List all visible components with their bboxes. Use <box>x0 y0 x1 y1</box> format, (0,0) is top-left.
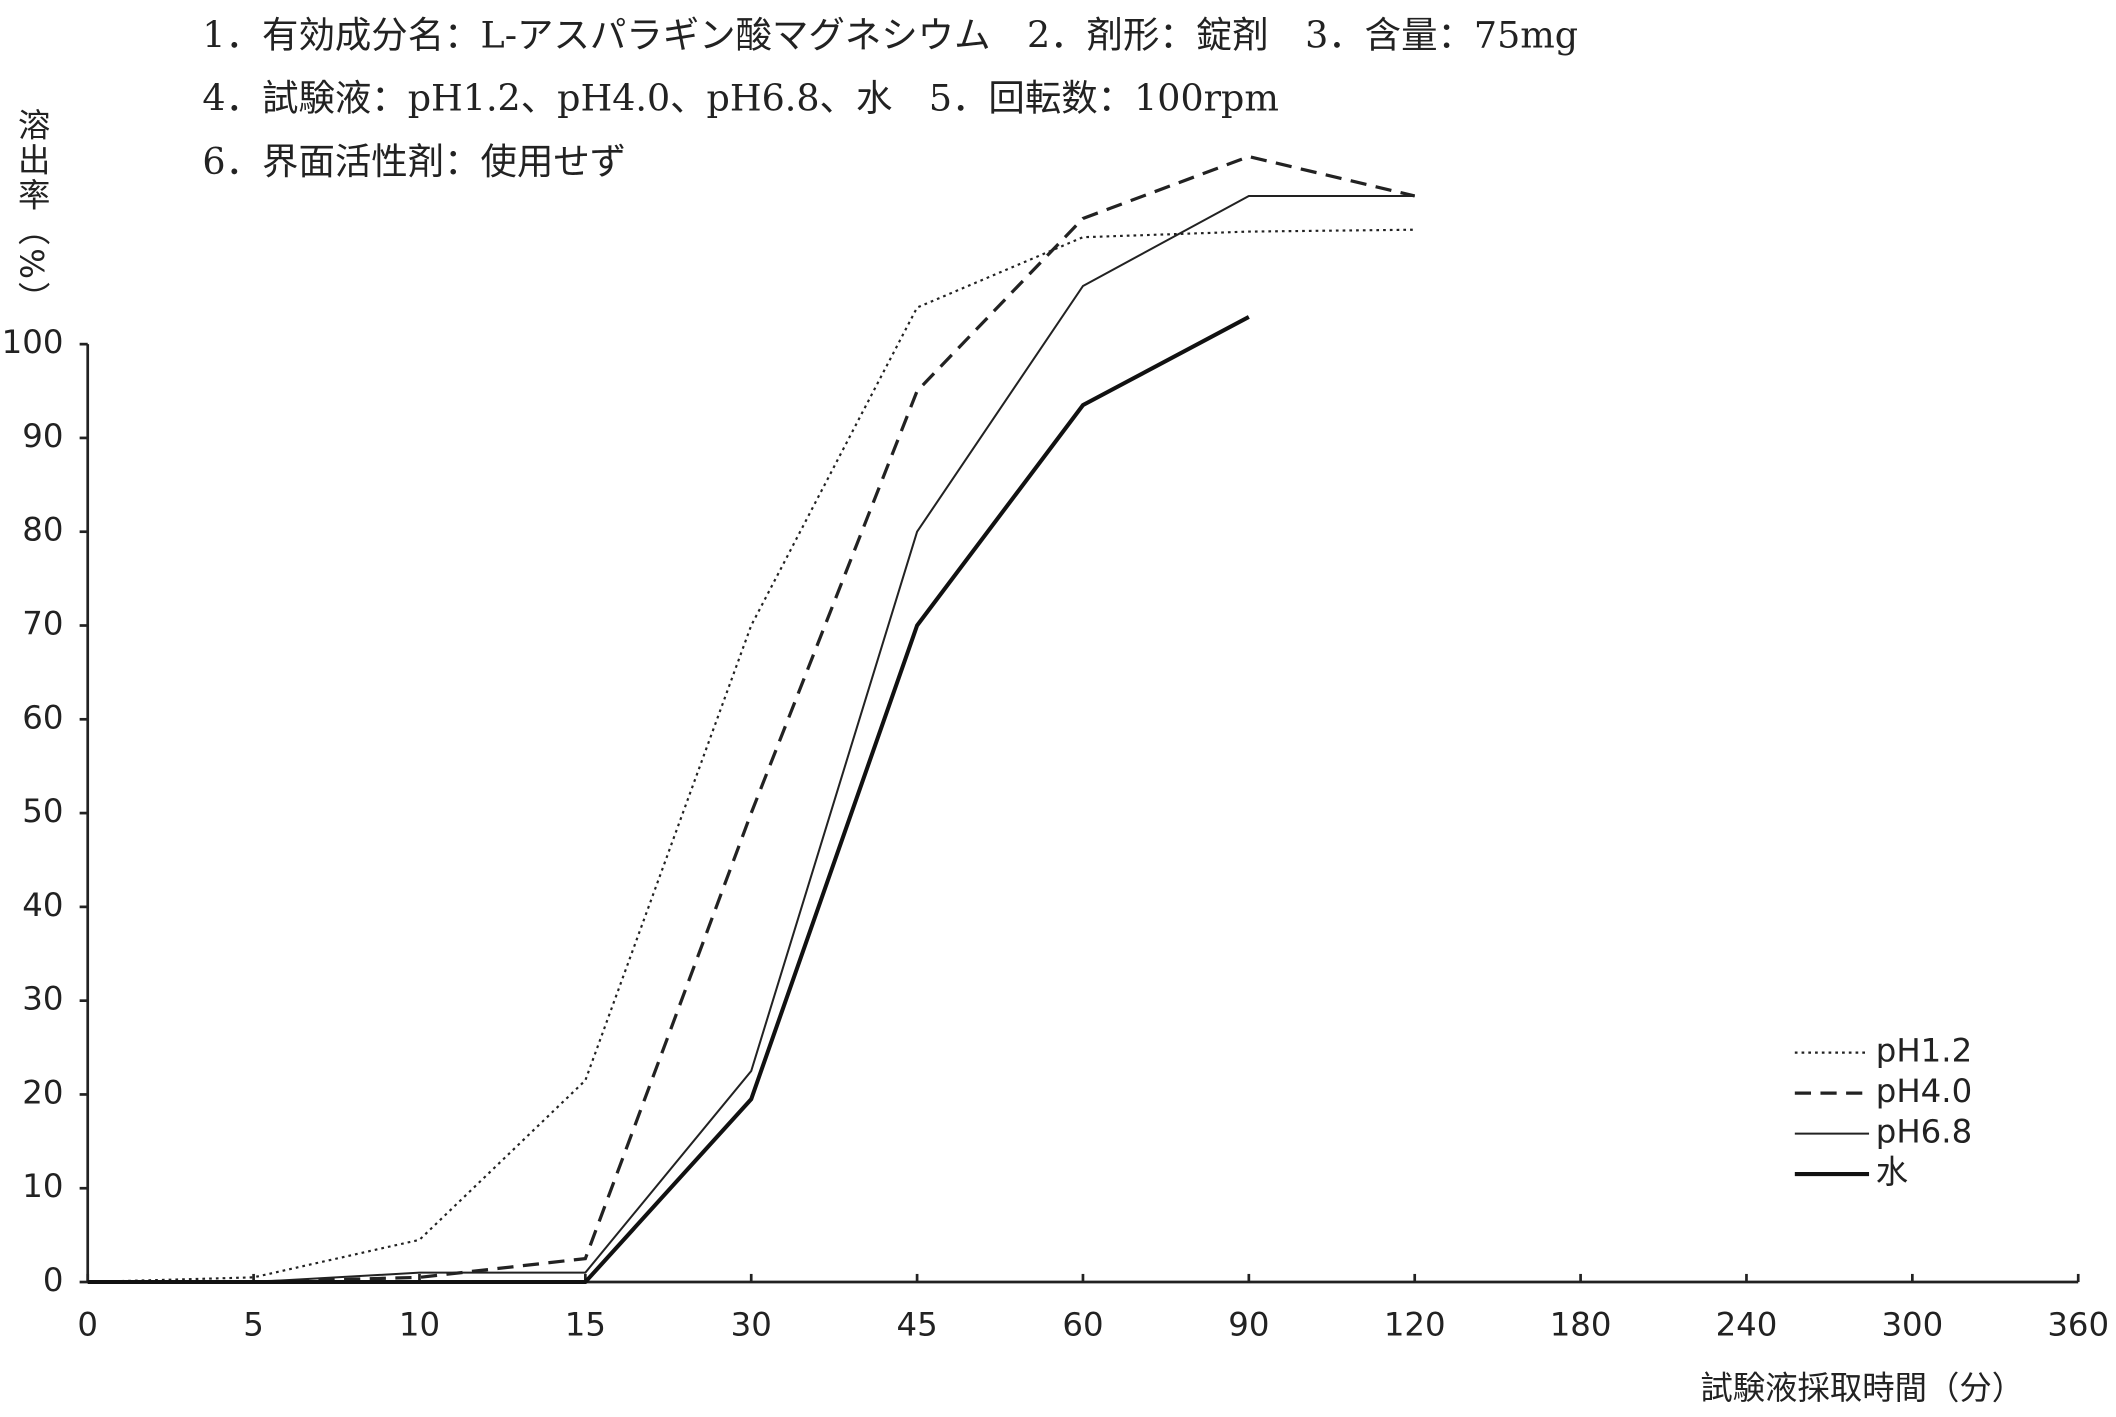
x-tick-label: 30 <box>731 1306 772 1344</box>
legend-label: pH4.0 <box>1876 1072 1972 1110</box>
x-tick-label: 180 <box>1550 1306 1612 1344</box>
y-tick-label: 30 <box>22 980 63 1018</box>
x-tick-label: 240 <box>1716 1306 1778 1344</box>
series-line <box>87 154 1416 1284</box>
x-tick-label: 90 <box>1228 1306 1269 1344</box>
x-tick-label: 10 <box>399 1306 440 1344</box>
x-tick-label: 360 <box>2047 1306 2109 1344</box>
y-tick-label: 40 <box>22 886 63 924</box>
y-tick-label: 50 <box>22 792 63 830</box>
y-tick-label: 90 <box>22 417 63 455</box>
y-tick-label: 10 <box>22 1167 63 1205</box>
x-tick-label: 120 <box>1384 1306 1446 1344</box>
x-tick-label: 300 <box>1881 1306 1943 1344</box>
x-tick-label: 60 <box>1062 1306 1103 1344</box>
title-line: 1．有効成分名：L-アスパラギン酸マグネシウム 2．剤形：錠剤 3．含量：75m… <box>202 13 1578 56</box>
series-line <box>87 228 1415 1284</box>
x-tick-label: 5 <box>243 1306 264 1344</box>
legend-label: pH1.2 <box>1876 1032 1972 1070</box>
y-axis-label: 溶出率（%） <box>13 108 51 317</box>
title-line: 6．界面活性剤：使用せず <box>202 140 626 183</box>
y-tick-label: 100 <box>2 323 64 361</box>
x-tick-label: 15 <box>565 1306 606 1344</box>
series-line <box>87 194 1415 1284</box>
y-tick-label: 60 <box>22 698 63 736</box>
x-tick-label: 0 <box>77 1306 98 1344</box>
x-tick-label: 45 <box>896 1306 937 1344</box>
series-line <box>87 315 1250 1285</box>
y-tick-label: 0 <box>43 1261 64 1299</box>
legend-label: pH6.8 <box>1876 1113 1972 1151</box>
legend-label: 水 <box>1876 1153 1908 1191</box>
title-line: 4．試験液：pH1.2、pH4.0、pH6.8、水 5．回転数：100rpm <box>202 77 1278 120</box>
title-block: 1．有効成分名：L-アスパラギン酸マグネシウム 2．剤形：錠剤 3．含量：75m… <box>202 13 1578 183</box>
y-tick-label: 20 <box>22 1073 63 1111</box>
y-tick-label: 70 <box>22 605 63 643</box>
x-axis-label: 試験液採取時間（分） <box>1700 1369 2024 1407</box>
y-tick-label: 80 <box>22 511 63 549</box>
